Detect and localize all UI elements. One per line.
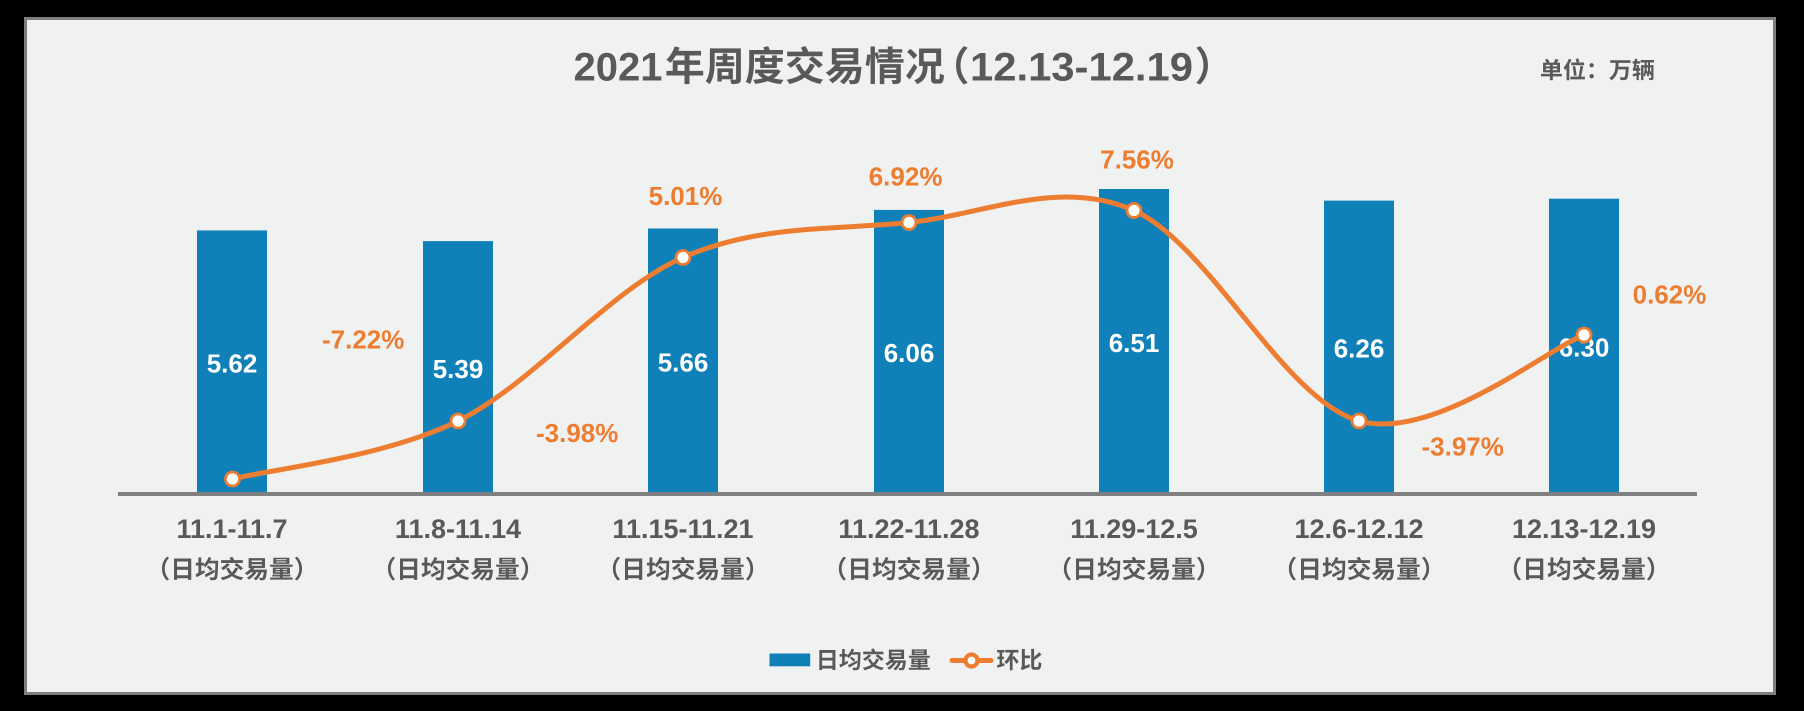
svg-text:5.01%: 5.01% <box>649 181 723 211</box>
svg-text:11.15-11.21: 11.15-11.21 <box>612 514 753 544</box>
svg-text:6.06: 6.06 <box>884 338 935 368</box>
svg-text:-7.22%: -7.22% <box>322 324 404 354</box>
svg-text:11.22-11.28: 11.22-11.28 <box>838 514 979 544</box>
svg-text:7.56%: 7.56% <box>1100 145 1174 175</box>
svg-text:5.39: 5.39 <box>433 354 484 384</box>
svg-text:5.66: 5.66 <box>658 348 709 378</box>
svg-text:12.6-12.12: 12.6-12.12 <box>1294 514 1423 544</box>
svg-text:5.62: 5.62 <box>207 349 258 379</box>
svg-text:-3.98%: -3.98% <box>536 418 618 448</box>
svg-text:6.51: 6.51 <box>1109 328 1160 358</box>
svg-text:6.26: 6.26 <box>1334 334 1385 364</box>
svg-text:-3.97%: -3.97% <box>1422 432 1504 462</box>
svg-text:11.1-11.7: 11.1-11.7 <box>176 514 287 544</box>
svg-text:6.92%: 6.92% <box>869 162 943 192</box>
svg-text:12.13-12.19: 12.13-12.19 <box>1512 514 1656 544</box>
svg-text:11.29-12.5: 11.29-12.5 <box>1070 514 1198 544</box>
svg-text:12.13-12.19: 12.13-12.19 <box>970 46 1193 90</box>
svg-text:2021: 2021 <box>574 46 663 90</box>
svg-text:0.62%: 0.62% <box>1633 279 1707 309</box>
svg-text:11.8-11.14: 11.8-11.14 <box>395 514 521 544</box>
